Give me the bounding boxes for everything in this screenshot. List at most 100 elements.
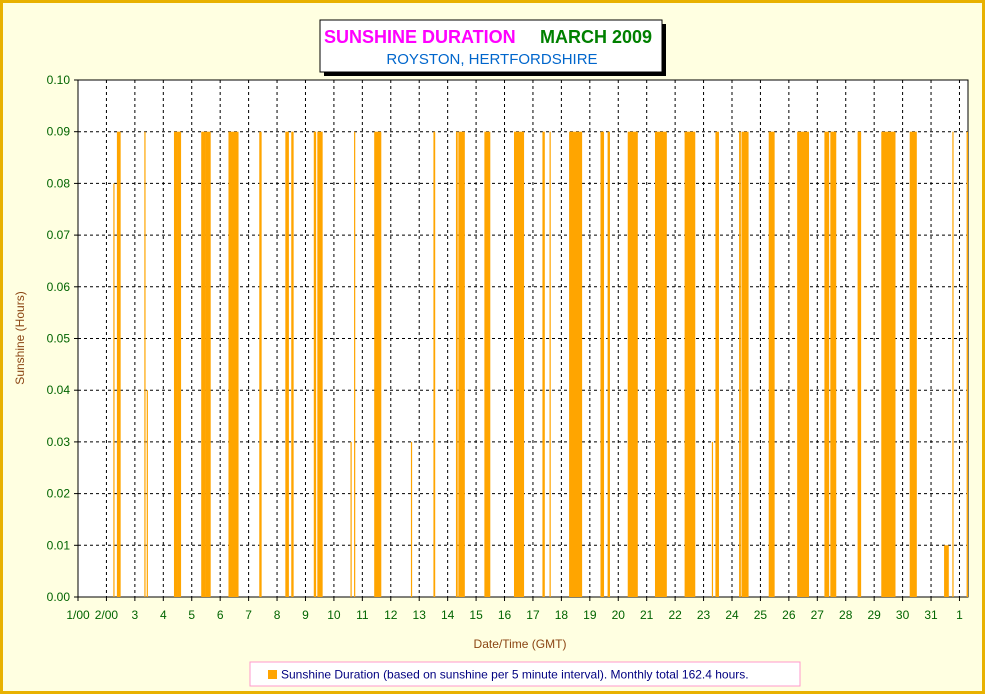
sunshine-bar (291, 131, 294, 597)
sunshine-bar (313, 131, 317, 597)
x-tick-label: 10 (327, 608, 341, 622)
x-axis-label: Date/Time (GMT) (474, 637, 567, 651)
x-tick-label: 16 (498, 608, 512, 622)
sunshine-bar (201, 131, 206, 597)
title-box: SUNSHINE DURATION MARCH 2009 ROYSTON, HE… (319, 19, 666, 76)
legend-box (249, 661, 801, 687)
y-axis-ticks: 0.00 0.01 0.02 0.03 0.04 0.05 0.06 0.07 0.08 0.09… (47, 73, 78, 604)
y-tick-label: 0.04 (47, 383, 71, 397)
sunshine-bar (285, 131, 289, 597)
y-tick-label: 0.02 (47, 487, 71, 501)
sunshine-bar (830, 131, 837, 597)
sunshine-bar (952, 131, 954, 597)
x-tick-label: 27 (811, 608, 825, 622)
sunshine-bar (113, 183, 115, 597)
x-tick-label: 26 (782, 608, 796, 622)
sunshine-bar (350, 441, 352, 597)
sunshine-bar (944, 545, 949, 597)
x-tick-label: 14 (441, 608, 455, 622)
sunshine-bar (374, 131, 382, 597)
sunshine-bar (116, 131, 119, 597)
sunshine-bar (484, 131, 491, 597)
sunshine-bar (542, 131, 545, 597)
sunshine-bar (881, 131, 896, 597)
sunshine-bar (205, 131, 211, 597)
sunshine-bar (433, 131, 436, 597)
sunshine-bar (857, 131, 862, 597)
sunshine-bar (569, 131, 583, 597)
x-tick-label: 6 (217, 608, 224, 622)
x-tick-label: 3 (132, 608, 139, 622)
sunshine-bar (455, 131, 458, 597)
x-tick-label: 17 (526, 608, 540, 622)
legend-label: Sunshine Duration (based on sunshine per… (281, 668, 749, 682)
title-box-bg (319, 19, 663, 73)
x-tick-label: 30 (896, 608, 910, 622)
sunshine-bar (354, 131, 356, 597)
x-tick-label: 2/00 (95, 608, 119, 622)
sunshine-bar (739, 131, 741, 597)
sunshine-bar (768, 131, 775, 597)
x-axis-ticks: 1/00 2/00 3 4 5 6 7 8 9 10 11 12 13 14 15 16 17 18 19 20 21 2… (66, 597, 963, 622)
x-tick-label: 22 (668, 608, 682, 622)
y-tick-label: 0.10 (47, 73, 71, 87)
sunshine-bar (317, 131, 323, 597)
sunshine-bar (458, 131, 465, 597)
sunshine-bar (654, 131, 667, 597)
y-tick-label: 0.00 (47, 590, 71, 604)
sunshine-bar (177, 131, 182, 597)
x-tick-label: 24 (725, 608, 739, 622)
x-tick-label: 19 (583, 608, 597, 622)
sunshine-bar (607, 131, 610, 597)
x-tick-label: 20 (612, 608, 626, 622)
x-tick-label: 25 (754, 608, 768, 622)
sunshine-bar (228, 131, 239, 597)
x-tick-label: 31 (924, 608, 938, 622)
sunshine-bar (600, 131, 605, 597)
sunshine-bar (797, 131, 810, 597)
sunshine-bar (741, 131, 749, 597)
sunshine-bar (410, 441, 413, 597)
chart-title-part1: SUNSHINE DURATION (324, 27, 516, 47)
y-tick-label: 0.08 (47, 176, 71, 190)
y-tick-label: 0.06 (47, 280, 71, 294)
sunshine-bar (259, 131, 262, 597)
sunshine-bar (627, 131, 638, 597)
x-tick-label: 11 (356, 608, 369, 622)
legend-swatch (268, 670, 277, 679)
x-tick-label: 9 (302, 608, 309, 622)
sunshine-bar (715, 131, 719, 597)
x-tick-label: 28 (839, 608, 853, 622)
y-axis-label: Sunshine (Hours) (13, 291, 27, 384)
x-tick-label: 13 (413, 608, 427, 622)
sunshine-bar (146, 390, 148, 597)
y-tick-label: 0.05 (47, 332, 71, 346)
sunshine-bar (117, 131, 121, 597)
sunshine-bar (513, 131, 525, 597)
x-tick-label: 5 (188, 608, 195, 622)
x-tick-label: 12 (384, 608, 398, 622)
x-tick-label: 29 (867, 608, 881, 622)
sunshine-bar (909, 131, 917, 597)
x-tick-label: 1/00 (66, 608, 90, 622)
y-tick-label: 0.03 (47, 435, 71, 449)
y-tick-label: 0.07 (47, 228, 71, 242)
sunshine-bar (173, 131, 178, 597)
x-tick-label: 23 (697, 608, 711, 622)
x-tick-label: 1 (956, 608, 963, 622)
sunshine-bar (966, 131, 968, 597)
legend: Sunshine Duration (based on sunshine per… (249, 661, 801, 687)
x-tick-label: 21 (640, 608, 654, 622)
data-bars (113, 131, 968, 597)
y-tick-label: 0.01 (47, 538, 71, 552)
sunshine-bar (711, 441, 714, 597)
x-tick-label: 8 (274, 608, 281, 622)
x-tick-label: 18 (555, 608, 569, 622)
sunshine-bar (684, 131, 696, 597)
y-tick-label: 0.09 (47, 125, 71, 139)
sunshine-bar (824, 131, 830, 597)
x-tick-label: 4 (160, 608, 167, 622)
chart-title-part2: MARCH 2009 (540, 27, 652, 47)
x-tick-label: 15 (469, 608, 483, 622)
